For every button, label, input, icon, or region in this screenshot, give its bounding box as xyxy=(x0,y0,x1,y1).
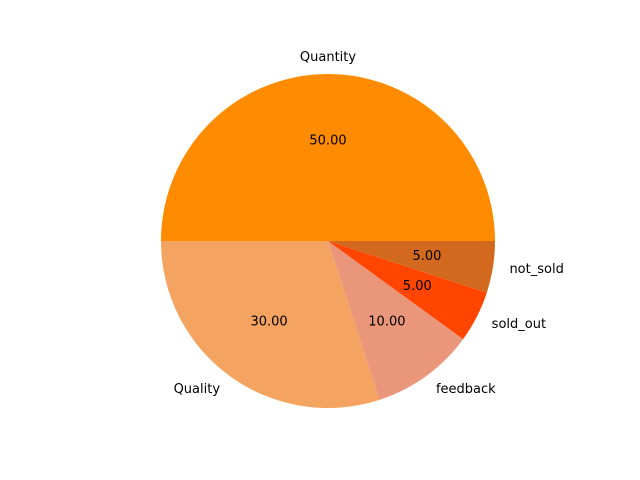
slice-label-feedback: feedback xyxy=(436,382,496,397)
pie-slice-quantity xyxy=(161,74,495,241)
pie-slice-not-sold xyxy=(328,241,495,293)
slice-label-quantity: Quantity xyxy=(300,50,356,65)
slice-label-quality: Quality xyxy=(174,382,221,397)
slice-label-sold-out: sold_out xyxy=(492,317,546,332)
pie-slices xyxy=(161,74,495,409)
pie-slice-sold-out xyxy=(328,241,487,340)
pie-slice-quality xyxy=(161,241,380,409)
value-label-feedback: 10.00 xyxy=(368,315,405,330)
value-label-not-sold: 5.00 xyxy=(412,249,441,264)
pie-slice-feedback xyxy=(328,241,464,400)
value-label-sold-out: 5.00 xyxy=(403,279,432,294)
slice-label-not-sold: not_sold xyxy=(509,262,563,277)
value-label-quality: 30.00 xyxy=(250,315,287,330)
pie-labels: Quantity 50.00 Quality 30.00 feedback 10.00 so… xyxy=(174,50,564,397)
value-label-quantity: 50.00 xyxy=(309,133,346,148)
